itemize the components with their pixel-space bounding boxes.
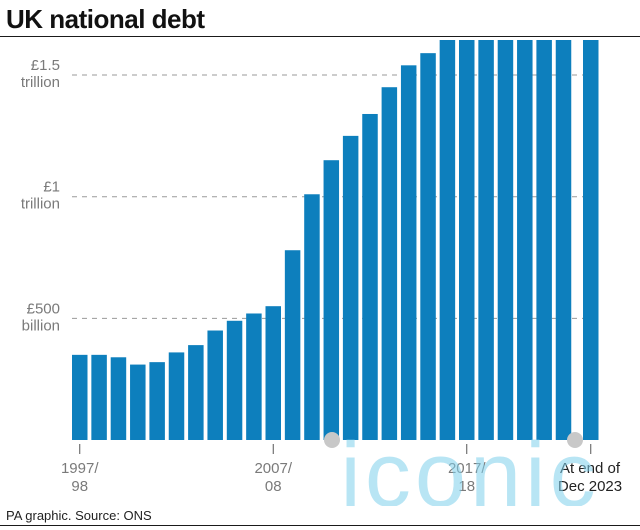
x-tick-label: 98 — [71, 478, 88, 495]
x-tick-label: 08 — [265, 478, 282, 495]
bar — [381, 87, 398, 440]
y-tick-label: £500 — [27, 300, 60, 317]
bar — [207, 330, 223, 440]
bar — [536, 40, 552, 440]
bar — [168, 352, 185, 440]
bar — [323, 160, 340, 440]
bar — [420, 53, 436, 440]
bar — [497, 40, 514, 441]
bar — [110, 357, 127, 440]
y-tick-label: trillion — [21, 74, 60, 91]
bar — [342, 135, 359, 440]
bar — [304, 194, 320, 440]
x-tick-label: 2017/ — [448, 460, 486, 477]
grey-dot — [567, 432, 583, 448]
bar — [284, 250, 301, 440]
x-tick-label: 18 — [458, 478, 475, 495]
x-tick-label: 1997/ — [61, 460, 99, 477]
y-tick-label: £1 — [43, 179, 60, 196]
bar — [130, 364, 146, 440]
bar — [188, 345, 204, 440]
bar — [362, 113, 378, 440]
x-axis-ticks — [79, 444, 592, 454]
bar — [583, 40, 599, 440]
chart-title: UK national debt — [6, 4, 205, 34]
bars — [72, 40, 599, 441]
bar — [265, 306, 281, 440]
bar — [226, 320, 243, 440]
bar-chart: £500billion£1trillion£1.5trillion£2trill… — [21, 40, 622, 506]
watermark-logo: iconic — [340, 424, 599, 506]
bar — [91, 354, 107, 440]
bar — [400, 65, 417, 441]
y-axis-labels: £500billion£1trillion£1.5trillion£2trill… — [21, 57, 60, 334]
y-tick-label: trillion — [21, 196, 60, 213]
bar — [72, 354, 88, 440]
bottom-divider — [0, 525, 640, 526]
top-divider — [0, 36, 640, 37]
y-tick-label: £1.5 — [31, 57, 60, 74]
x-tick-label: At end of — [560, 460, 621, 477]
bar — [149, 362, 165, 440]
bar — [439, 40, 456, 440]
x-tick-label: Dec 2023 — [558, 478, 622, 495]
y-tick-label: billion — [22, 317, 60, 334]
x-tick-label: 2007/ — [254, 460, 292, 477]
bar — [555, 40, 572, 441]
bar — [459, 40, 475, 441]
source-note: PA graphic. Source: ONS — [6, 508, 152, 523]
bar — [478, 40, 494, 441]
grey-dot — [324, 432, 340, 448]
bar — [517, 40, 533, 440]
bar — [246, 313, 262, 440]
decorations: iconic — [324, 424, 599, 506]
